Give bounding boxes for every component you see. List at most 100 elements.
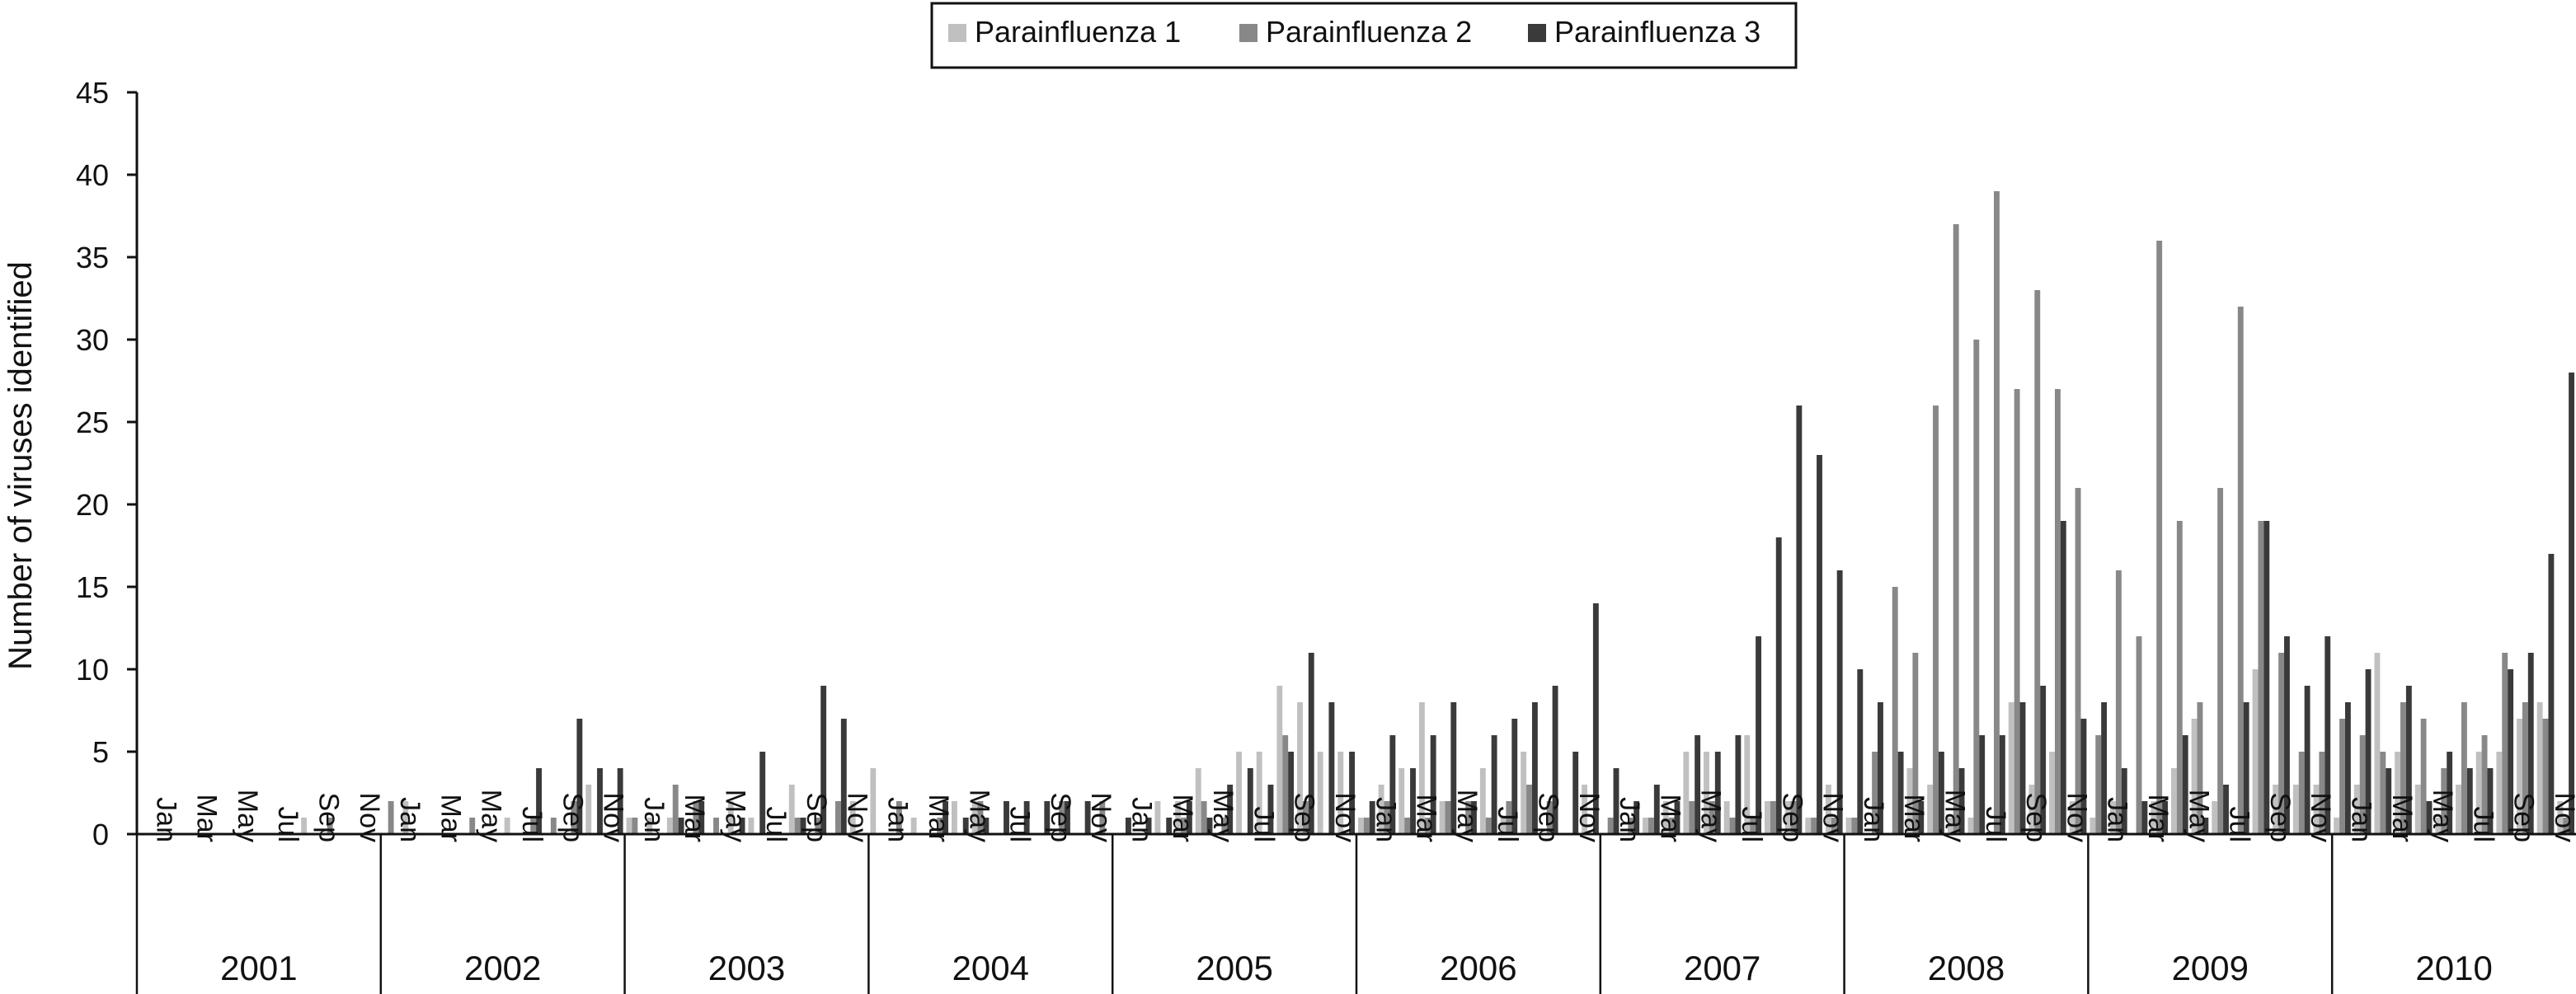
month-tick-label: Nov xyxy=(1085,793,1116,842)
bar xyxy=(971,801,978,834)
bar xyxy=(2386,768,2392,834)
year-label: 2009 xyxy=(2172,949,2249,987)
bar xyxy=(2319,752,2325,834)
bar xyxy=(2019,702,2026,834)
y-tick-label: 0 xyxy=(92,818,109,851)
bar xyxy=(1201,801,1207,834)
bar xyxy=(1465,801,1472,834)
bar xyxy=(2258,521,2264,834)
bar xyxy=(1552,686,1558,834)
bar xyxy=(1704,752,1709,834)
bar xyxy=(1973,340,1980,834)
bar xyxy=(1439,801,1445,834)
bar xyxy=(820,686,827,834)
bar xyxy=(2054,389,2061,834)
month-tick-label: Jan xyxy=(638,797,670,842)
bar xyxy=(2435,818,2442,834)
legend-swatch-parainfluenza-1 xyxy=(948,24,966,42)
bar xyxy=(1572,752,1579,834)
month-tick-label: Nov xyxy=(2549,793,2576,842)
bar xyxy=(2095,735,2102,834)
legend-swatch-parainfluenza-2 xyxy=(1239,24,1257,42)
bar xyxy=(2536,702,2543,834)
bar xyxy=(1546,801,1553,834)
bar xyxy=(1613,768,1619,834)
bar xyxy=(1796,406,1803,834)
bar xyxy=(840,719,847,834)
month-tick-label: May xyxy=(1451,790,1483,842)
y-tick-label: 10 xyxy=(76,653,109,687)
bar xyxy=(2223,785,2229,834)
bar xyxy=(2353,785,2360,834)
bar xyxy=(1521,752,1527,834)
bar xyxy=(1450,702,1457,834)
bar xyxy=(1689,801,1695,834)
year-label: 2002 xyxy=(464,949,541,987)
y-tick-label: 35 xyxy=(76,241,109,274)
bar xyxy=(2176,521,2183,834)
bar xyxy=(1878,702,1883,834)
bar xyxy=(2263,521,2270,834)
bar xyxy=(952,801,957,834)
bar xyxy=(1744,735,1751,834)
month-tick-label: Jul xyxy=(272,807,303,842)
bar xyxy=(1695,735,1701,834)
bar xyxy=(2252,669,2259,834)
bar xyxy=(2420,719,2427,834)
month-tick-label: Jul xyxy=(2224,807,2255,842)
bar xyxy=(504,818,510,834)
bar xyxy=(1628,818,1634,834)
legend-label-parainfluenza-1: Parainfluenza 1 xyxy=(975,15,1181,49)
bar xyxy=(2162,801,2168,834)
bar xyxy=(2243,702,2249,834)
bar xyxy=(2405,686,2412,834)
bar xyxy=(962,818,969,834)
bar xyxy=(2365,669,2372,834)
bar xyxy=(870,768,877,834)
bar xyxy=(1918,801,1925,834)
bar xyxy=(759,752,766,834)
bar xyxy=(536,768,542,834)
bar xyxy=(1206,818,1213,834)
bar xyxy=(2380,752,2386,834)
year-label: 2010 xyxy=(2415,949,2492,987)
bar xyxy=(1592,603,1599,834)
bar xyxy=(1756,636,1761,834)
bar xyxy=(2075,488,2081,834)
bar xyxy=(815,818,821,834)
bar xyxy=(1297,702,1303,834)
bar xyxy=(1643,818,1648,834)
bar xyxy=(571,801,577,834)
y-axis-label: Number of viruses identified xyxy=(2,261,39,670)
bar xyxy=(646,818,653,834)
bar xyxy=(1836,570,1843,834)
month-tick-label: May xyxy=(963,790,994,842)
bar xyxy=(1181,818,1187,834)
month-tick-label: Sep xyxy=(1045,793,1076,843)
bar xyxy=(1384,801,1390,834)
legend-swatch-parainfluenza-3 xyxy=(1528,24,1546,42)
bar xyxy=(1145,818,1152,834)
month-tick-label: Nov xyxy=(598,793,629,842)
bar xyxy=(2344,702,2351,834)
month-tick-label: Jan xyxy=(1126,797,1158,842)
bar xyxy=(1023,801,1030,834)
bar xyxy=(632,818,638,834)
y-tick-label: 15 xyxy=(76,570,109,604)
bar xyxy=(1500,818,1507,834)
month-tick-label: Sep xyxy=(313,793,345,843)
bar xyxy=(2313,785,2320,834)
bar xyxy=(1166,818,1173,834)
bar xyxy=(1668,818,1675,834)
y-axis: 0 5 10 15 20 25 30 35 40 45 xyxy=(76,76,139,851)
month-tick-label: May xyxy=(232,790,263,842)
bar xyxy=(2447,752,2453,834)
bar xyxy=(301,818,308,834)
bar xyxy=(1582,785,1588,834)
bar xyxy=(576,719,583,834)
y-tick-label: 45 xyxy=(76,76,109,110)
legend-box xyxy=(930,2,1798,69)
bar xyxy=(1004,801,1009,834)
bar xyxy=(2325,636,2331,834)
month-tick-label: Jul xyxy=(1980,807,2011,842)
